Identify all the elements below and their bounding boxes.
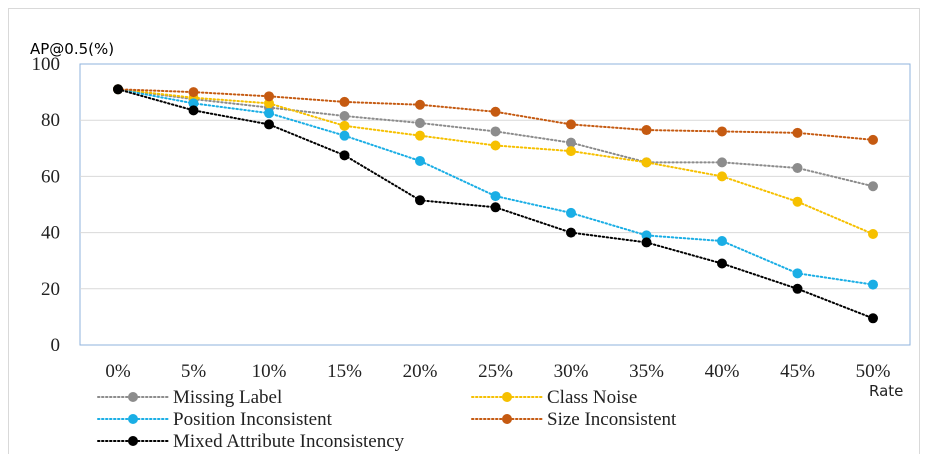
data-point xyxy=(566,119,576,130)
series-size-inconsistent xyxy=(113,84,878,145)
legend-label: Position Inconsistent xyxy=(173,409,333,430)
data-point xyxy=(717,236,727,247)
data-point xyxy=(868,181,878,192)
legend-marker xyxy=(128,436,138,446)
legend-item: Mixed Attribute Inconsistency xyxy=(97,431,405,452)
data-point xyxy=(188,98,199,109)
data-point xyxy=(792,127,803,138)
data-point xyxy=(264,119,274,130)
data-point xyxy=(717,171,727,182)
legend-marker xyxy=(502,414,512,424)
data-point xyxy=(188,105,199,116)
data-point xyxy=(792,283,803,294)
x-tick-label: 40% xyxy=(705,361,740,382)
x-tick-label: 0% xyxy=(105,361,131,382)
series-line xyxy=(117,88,874,188)
data-point xyxy=(339,130,350,141)
data-point xyxy=(717,126,727,137)
legend-label: Class Noise xyxy=(547,387,637,408)
legend-label: Size Inconsistent xyxy=(547,409,677,430)
legend-item: Missing Label xyxy=(97,387,282,408)
x-tick-labels: 0% 5% 10% 15% 20% 25% 30% 35% 40% 45% 50% xyxy=(105,361,890,382)
y-tick-label: 100 xyxy=(32,54,61,75)
data-point xyxy=(415,130,425,141)
legend-label: Missing Label xyxy=(173,387,282,408)
data-point xyxy=(717,258,727,269)
data-point xyxy=(641,157,652,168)
x-tick-label: 20% xyxy=(403,361,438,382)
legend-item: Position Inconsistent xyxy=(97,409,333,430)
x-tick-label: 30% xyxy=(554,361,589,382)
legend-marker xyxy=(502,392,512,402)
data-point xyxy=(339,96,350,107)
data-point xyxy=(641,230,652,241)
data-point xyxy=(339,110,350,121)
data-point xyxy=(490,140,501,151)
data-point xyxy=(490,126,501,137)
y-tick-labels: 0 20 40 60 80 100 xyxy=(32,54,61,356)
data-point xyxy=(339,120,350,131)
series-line xyxy=(117,88,874,286)
y-tick-label: 0 xyxy=(51,335,61,356)
y-tick-label: 60 xyxy=(41,166,60,187)
data-point xyxy=(188,87,199,98)
data-point xyxy=(641,237,652,248)
data-point xyxy=(113,84,123,95)
plot-area xyxy=(79,63,911,346)
data-point xyxy=(868,279,878,290)
data-point xyxy=(792,162,803,173)
data-point xyxy=(641,125,652,136)
data-point xyxy=(264,98,274,109)
data-point xyxy=(566,137,576,148)
data-point xyxy=(868,134,878,145)
data-point xyxy=(868,229,878,240)
data-point xyxy=(566,207,576,218)
legend-marker xyxy=(128,392,138,402)
x-tick-label: 10% xyxy=(252,361,287,382)
data-point xyxy=(490,191,501,202)
gridlines xyxy=(80,119,910,290)
data-point xyxy=(717,157,727,168)
data-point xyxy=(792,196,803,207)
series-mixed-attribute-inconsistency xyxy=(113,84,878,324)
y-axis-title: AP@0.5(%) xyxy=(30,40,114,58)
data-point xyxy=(566,146,576,157)
data-point xyxy=(792,268,803,279)
legend-item: Size Inconsistent xyxy=(471,409,677,430)
legend-label: Mixed Attribute Inconsistency xyxy=(173,431,405,452)
data-point xyxy=(415,155,425,166)
data-point xyxy=(868,313,878,324)
y-tick-label: 20 xyxy=(41,279,60,300)
y-tick-label: 80 xyxy=(41,110,60,131)
x-tick-label: 25% xyxy=(478,361,513,382)
x-tick-label: 15% xyxy=(327,361,362,382)
series-group xyxy=(113,84,878,324)
x-tick-label: 50% xyxy=(856,361,891,382)
x-axis-title: Rate xyxy=(869,382,903,400)
x-tick-label: 35% xyxy=(629,361,664,382)
legend-marker xyxy=(128,414,138,424)
y-tick-label: 40 xyxy=(41,223,60,244)
legend-item: Class Noise xyxy=(471,387,637,408)
data-point xyxy=(415,99,425,110)
x-tick-label: 5% xyxy=(181,361,207,382)
data-point xyxy=(490,106,501,117)
data-point xyxy=(264,108,274,119)
data-point xyxy=(415,195,425,206)
data-point xyxy=(264,91,274,102)
data-point xyxy=(490,202,501,213)
series-line xyxy=(117,88,874,236)
legend: Missing Label Class Noise Position Inconsi… xyxy=(97,387,677,452)
x-tick-label: 45% xyxy=(780,361,815,382)
data-point xyxy=(415,118,425,129)
chart-frame xyxy=(8,8,920,454)
data-point xyxy=(339,150,350,161)
data-point xyxy=(566,227,576,238)
